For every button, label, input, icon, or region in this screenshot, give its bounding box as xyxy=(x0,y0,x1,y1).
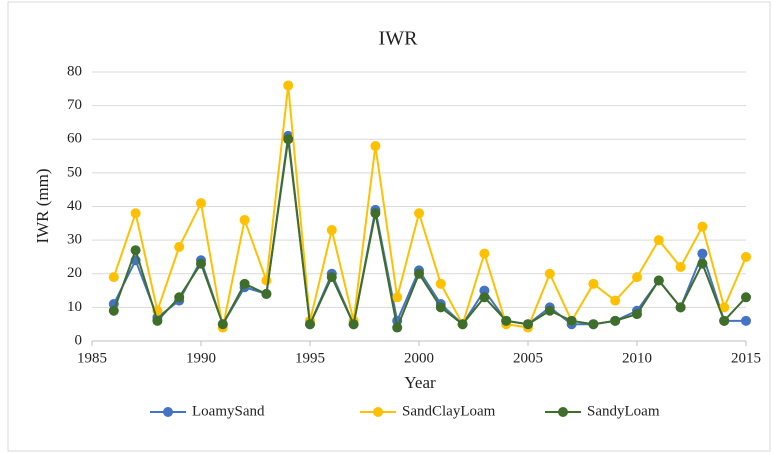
x-tick-label: 1995 xyxy=(295,350,325,366)
point xyxy=(719,315,730,326)
point xyxy=(414,268,424,279)
chart-frame xyxy=(7,1,771,452)
x-axis-title: Year xyxy=(404,373,436,392)
point xyxy=(348,319,359,330)
point xyxy=(610,295,621,306)
point xyxy=(435,302,446,313)
y-tick-label: 60 xyxy=(67,131,82,147)
legend-label: SandClayLoam xyxy=(402,403,496,419)
point xyxy=(741,315,751,326)
point xyxy=(239,214,250,225)
point xyxy=(632,272,642,283)
point xyxy=(108,305,119,316)
point xyxy=(435,278,446,289)
legend-marker xyxy=(163,407,173,417)
y-tick-label: 0 xyxy=(75,332,83,348)
point xyxy=(544,305,555,316)
y-axis-title: IWR (mm) xyxy=(33,168,52,243)
point xyxy=(741,292,751,303)
point xyxy=(566,315,577,326)
point xyxy=(544,268,555,279)
point xyxy=(370,140,381,151)
point xyxy=(261,288,272,299)
point xyxy=(392,322,403,333)
point xyxy=(196,258,206,269)
point xyxy=(501,315,512,326)
point xyxy=(479,292,490,303)
point xyxy=(239,278,250,289)
y-tick-label: 30 xyxy=(67,232,82,248)
point xyxy=(414,208,424,219)
point xyxy=(217,319,228,330)
point xyxy=(610,315,621,326)
point xyxy=(326,272,337,283)
legend-label: SandyLoam xyxy=(587,403,660,419)
y-tick-label: 80 xyxy=(67,63,82,79)
point xyxy=(457,319,468,330)
x-tick-label: 2010 xyxy=(622,350,652,366)
x-tick-label: 1985 xyxy=(77,350,107,366)
y-tick-label: 20 xyxy=(67,265,82,281)
point xyxy=(588,319,599,330)
point xyxy=(653,275,664,286)
point xyxy=(588,278,599,289)
point xyxy=(719,302,730,313)
point xyxy=(697,248,708,259)
legend-label: LoamySand xyxy=(192,403,265,419)
y-tick-label: 70 xyxy=(67,97,82,113)
point xyxy=(108,272,119,283)
point xyxy=(632,309,642,320)
y-tick-label: 50 xyxy=(67,164,82,180)
point xyxy=(261,275,272,286)
point xyxy=(653,235,664,246)
point xyxy=(697,221,708,232)
point xyxy=(523,319,533,330)
point xyxy=(370,208,381,219)
series-line xyxy=(112,139,747,332)
point xyxy=(392,292,403,303)
point xyxy=(130,208,141,219)
point xyxy=(283,134,294,145)
point xyxy=(479,248,490,259)
point xyxy=(196,198,206,209)
x-tick-label: 2005 xyxy=(513,350,543,366)
point xyxy=(305,319,315,330)
point xyxy=(675,302,686,313)
point xyxy=(130,245,141,256)
point xyxy=(741,251,751,262)
point xyxy=(174,241,185,252)
series-line xyxy=(112,85,747,329)
x-tick-label: 1990 xyxy=(186,350,216,366)
legend-marker xyxy=(373,407,383,417)
y-tick-label: 10 xyxy=(67,299,82,315)
point xyxy=(152,315,163,326)
point xyxy=(283,80,294,91)
point xyxy=(174,292,185,303)
point xyxy=(675,262,686,273)
x-tick-label: 2015 xyxy=(731,350,761,366)
legend-marker xyxy=(558,407,568,417)
chart-title: IWR xyxy=(379,28,419,50)
point xyxy=(697,258,708,269)
x-tick-label: 2000 xyxy=(404,350,434,366)
point xyxy=(326,225,337,236)
y-tick-label: 40 xyxy=(67,198,82,214)
